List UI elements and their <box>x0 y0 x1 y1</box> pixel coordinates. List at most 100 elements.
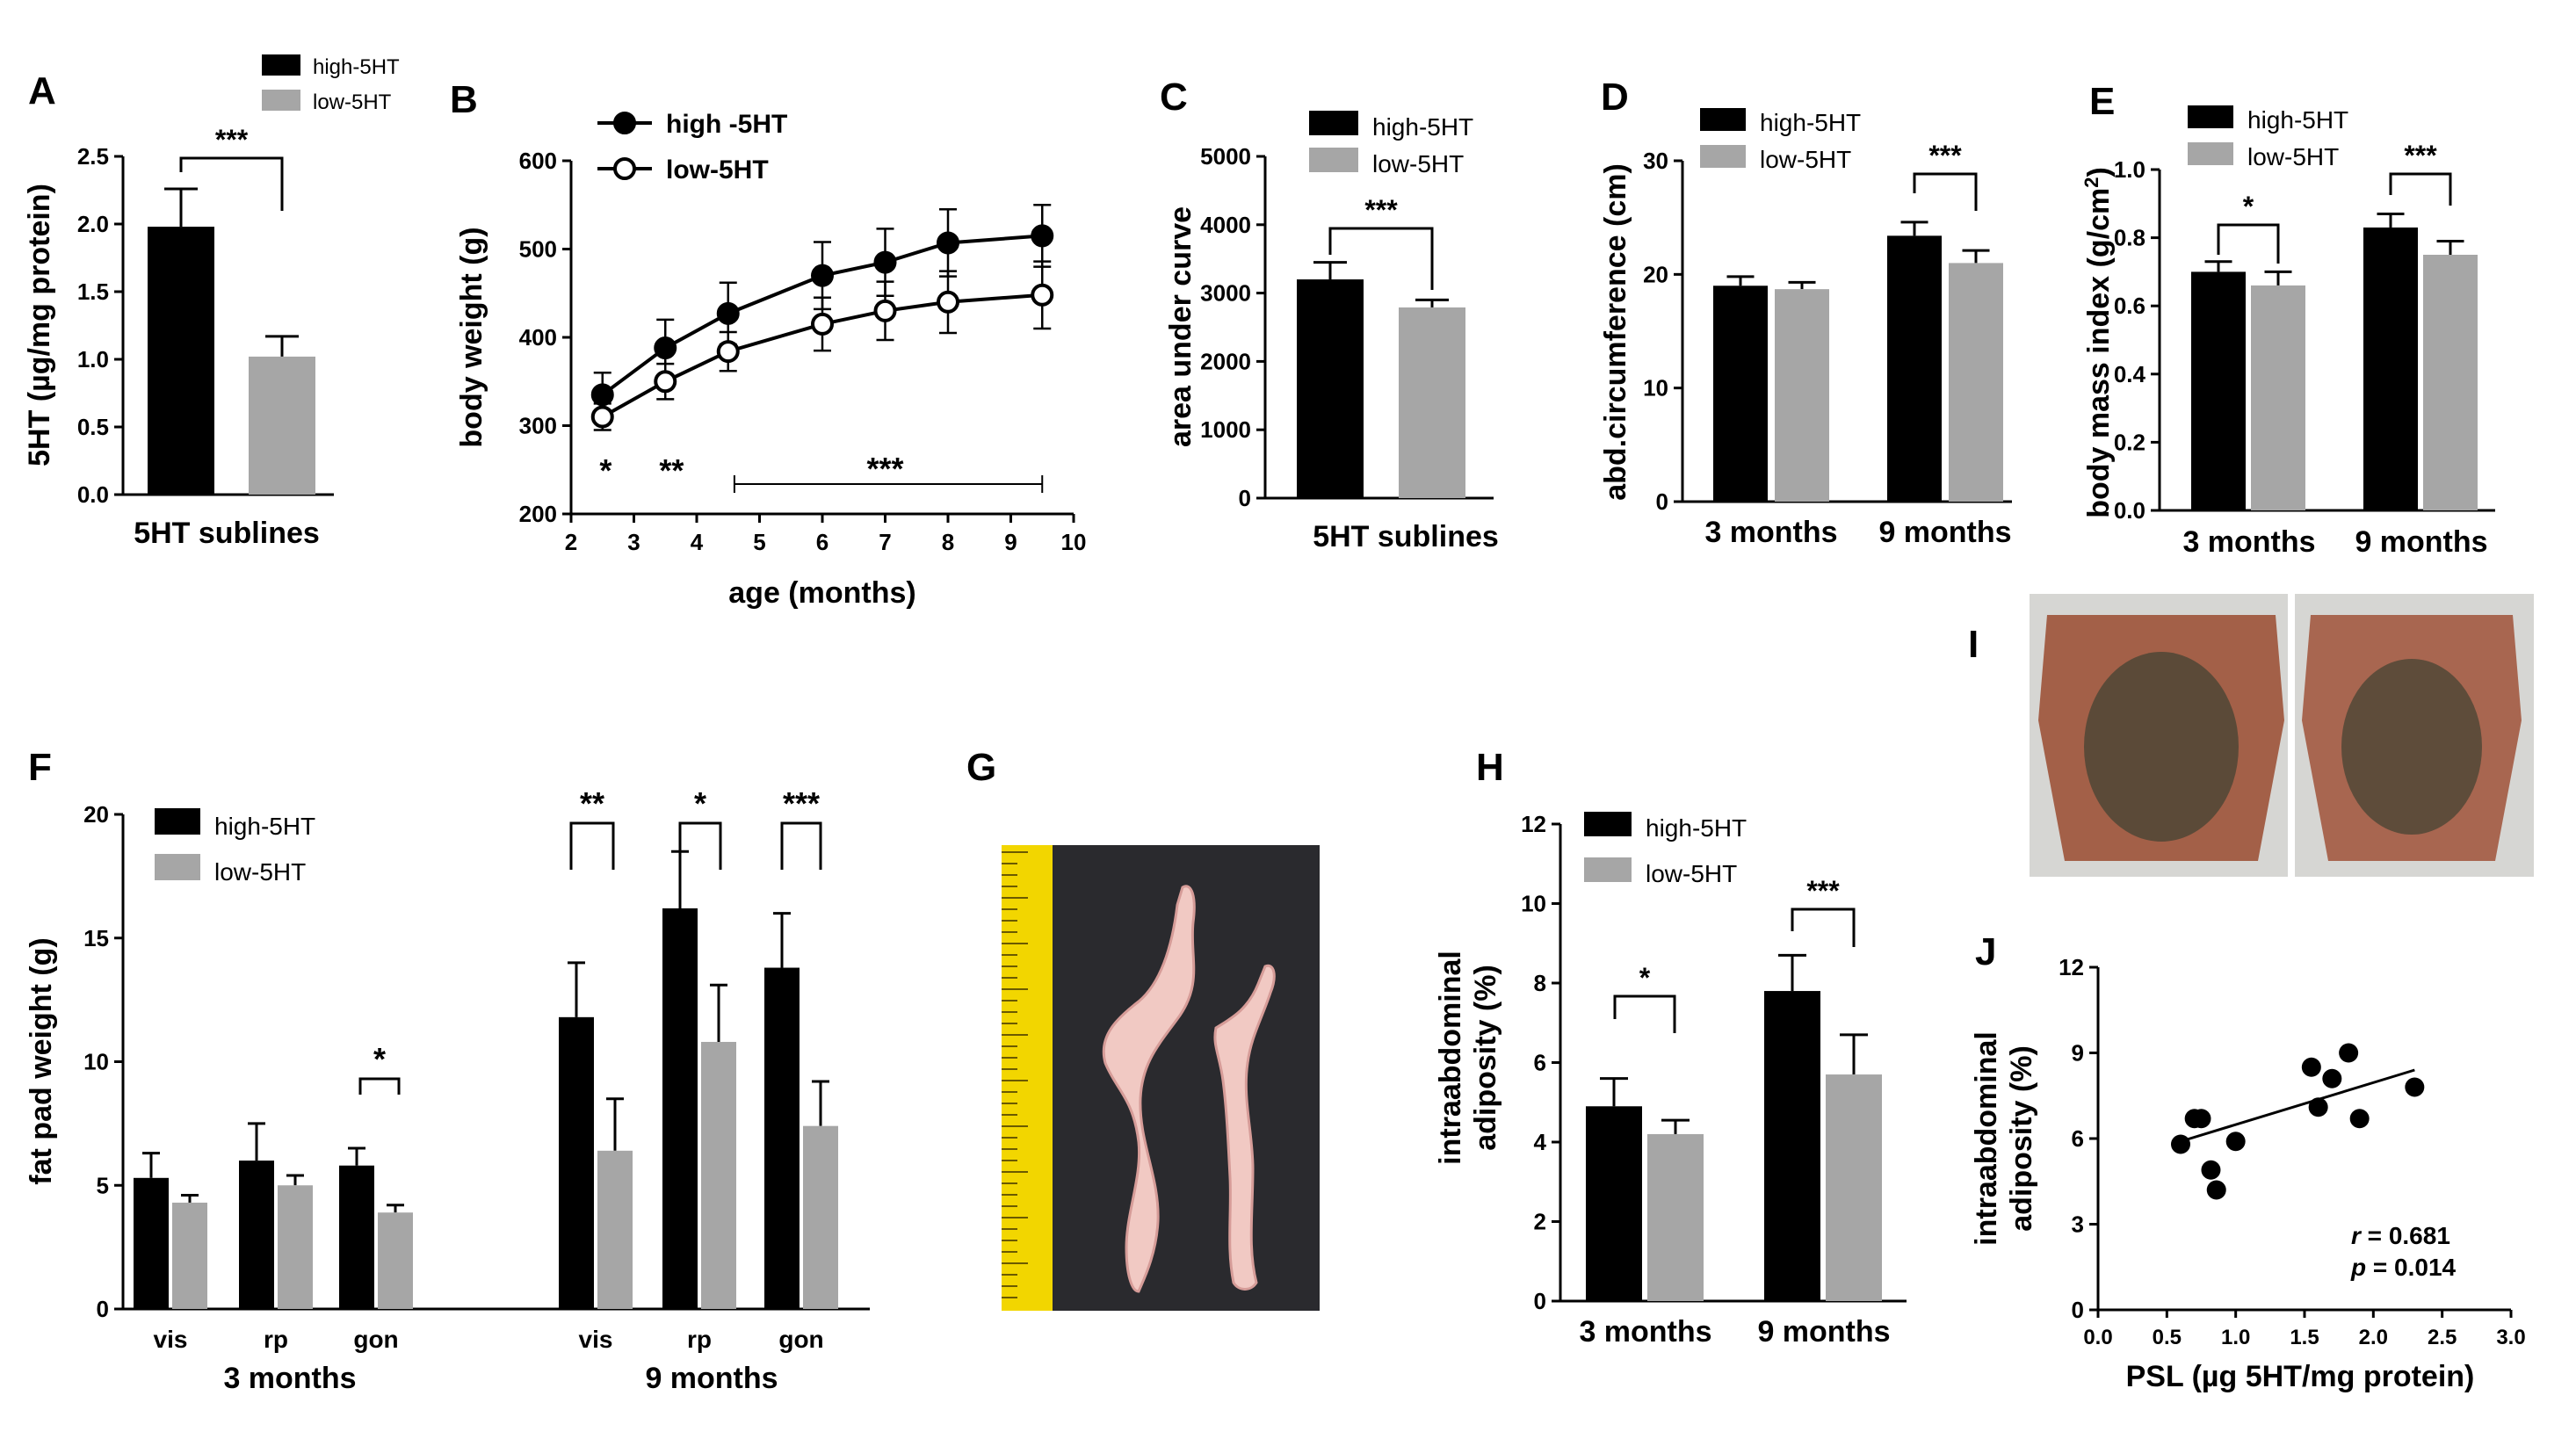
panel-a-chart: 0.0 0.5 1.0 1.5 2.0 2.5 *** 5HT sublines 5HT (µg… <box>23 54 400 550</box>
significance-label: * <box>599 452 611 488</box>
legend-swatch-low <box>1584 857 1632 882</box>
panel-d-chart: 0 10 20 30 3 months 9 months *** abd.circumfere… <box>1599 108 2012 549</box>
significance-label: *** <box>2404 140 2437 171</box>
x-tick-label: 1.5 <box>2290 1326 2319 1349</box>
y-tick-label: 2000 <box>1200 348 1251 374</box>
y-axis-label-line2: adiposity (%) <box>2005 1045 2038 1232</box>
y-tick-label: 2.5 <box>77 143 109 170</box>
bar-low-5ht <box>278 1185 313 1309</box>
y-tick-label: 400 <box>519 324 557 351</box>
legend-swatch-high <box>1700 108 1746 131</box>
stat-p-value: = 0.014 <box>2366 1254 2456 1281</box>
x-category-label: 9 months <box>1757 1315 1890 1349</box>
x-category-label: 9 months <box>2355 525 2487 559</box>
x-tick-label: 2.5 <box>2428 1326 2457 1349</box>
x-tick-label: 1.0 <box>2221 1326 2250 1349</box>
bar-low-5ht <box>2251 285 2305 510</box>
legend-label-high: high -5HT <box>666 110 787 139</box>
bar-low-5ht <box>1775 289 1829 502</box>
significance-bracket <box>1328 227 1434 290</box>
y-tick-label: 1000 <box>1200 416 1251 443</box>
significance-label: * <box>2243 191 2254 222</box>
panel-label-i: I <box>1968 623 1979 666</box>
bar-high-5ht <box>1713 286 1768 502</box>
bar-low-5ht <box>1399 307 1465 498</box>
ruler-ticks <box>1002 851 1028 1298</box>
bar-high-5ht <box>2363 227 2418 510</box>
data-point-low <box>873 299 897 322</box>
bar-low-5ht <box>803 1125 838 1309</box>
y-tick-label: 4000 <box>1200 212 1251 238</box>
y-tick-label: 2.0 <box>77 211 109 237</box>
significance-bracket <box>569 821 615 870</box>
data-point-low <box>1031 283 1054 307</box>
panel-label-e: E <box>2089 80 2115 123</box>
y-tick-label: 3000 <box>1200 280 1251 307</box>
y-axis-label-sup: 2 <box>2080 177 2102 188</box>
stat-r-symbol: r <box>2351 1222 2363 1249</box>
legend-swatch-low <box>262 90 300 111</box>
significance-bracket <box>179 156 284 211</box>
x-category-label: 3 months <box>2182 525 2315 559</box>
y-tick-label: 9 <box>2072 1040 2084 1067</box>
x-group-label: 3 months <box>223 1362 356 1395</box>
y-tick-label: 5 <box>97 1172 109 1198</box>
panel-label-a: A <box>28 69 56 112</box>
bar-low-5ht <box>378 1212 413 1309</box>
x-tick-label: 7 <box>879 529 891 555</box>
y-tick-label: 0.0 <box>2114 497 2145 524</box>
y-tick-label: 0.4 <box>2114 361 2146 387</box>
bar-high-5ht <box>1586 1106 1642 1301</box>
x-category-label: gon <box>778 1326 823 1353</box>
panel-label-c: C <box>1160 76 1188 119</box>
regression-line <box>2180 1068 2415 1143</box>
bar-high-5ht <box>1764 991 1820 1301</box>
significance-bracket <box>2389 172 2452 206</box>
x-group-label: 9 months <box>645 1362 778 1395</box>
legend-marker-low <box>613 157 636 180</box>
legend-label-low: low-5HT <box>666 155 769 184</box>
bar-low-5ht <box>2423 255 2478 510</box>
legend-label-high: high-5HT <box>214 813 315 840</box>
bar-high-5ht <box>339 1165 374 1309</box>
y-tick-label: 0 <box>1656 488 1668 515</box>
panel-label-f: F <box>28 746 52 789</box>
x-category-label: vis <box>154 1326 188 1353</box>
y-axis-label: body mass index (g/cm2) <box>2080 167 2116 518</box>
legend-label-high: high-5HT <box>2247 106 2348 134</box>
x-axis-label: PSL (µg 5HT/mg protein) <box>2126 1360 2475 1393</box>
legend-label-low: low-5HT <box>1646 860 1737 887</box>
y-tick-label: 12 <box>1521 811 1546 837</box>
significance-bracket <box>2217 223 2280 264</box>
panel-label-d: D <box>1601 76 1629 119</box>
y-axis-label-main: body mass index (g/cm <box>2082 188 2116 518</box>
panel-f-chart: 0 5 10 15 20 vis rp gon vis rp gon 3 months 9 months… <box>25 785 870 1395</box>
legend-swatch-low <box>155 854 200 880</box>
significance-label: *** <box>1806 875 1840 907</box>
photo-divider <box>2288 594 2297 877</box>
x-axis-label: 5HT sublines <box>134 517 320 550</box>
fat-pad-low <box>1213 964 1276 1291</box>
y-tick-label: 6 <box>2072 1125 2084 1152</box>
bar-high-5ht <box>148 227 214 495</box>
x-axis-label: 5HT sublines <box>1313 520 1499 553</box>
bar-high-5ht <box>134 1177 169 1309</box>
legend-label-low: low-5HT <box>313 90 392 114</box>
legend-swatch-low <box>2188 142 2233 165</box>
panel-label-g: G <box>966 746 996 789</box>
scatter-point <box>2171 1134 2190 1154</box>
y-tick-label: 0 <box>1534 1288 1546 1314</box>
scatter-point <box>2308 1097 2328 1117</box>
panel-label-b: B <box>450 78 478 121</box>
y-tick-label: 200 <box>519 501 557 527</box>
data-point-high <box>716 301 740 325</box>
y-tick-label: 8 <box>1534 970 1546 996</box>
legend-label-low: low-5HT <box>2247 143 2339 170</box>
y-tick-label: 300 <box>519 413 557 439</box>
scatter-point <box>2339 1043 2359 1063</box>
legend-label-low: low-5HT <box>1372 150 1464 177</box>
y-tick-label: 20 <box>83 801 109 828</box>
significance-label: ** <box>580 785 604 821</box>
data-point-low <box>811 312 834 336</box>
